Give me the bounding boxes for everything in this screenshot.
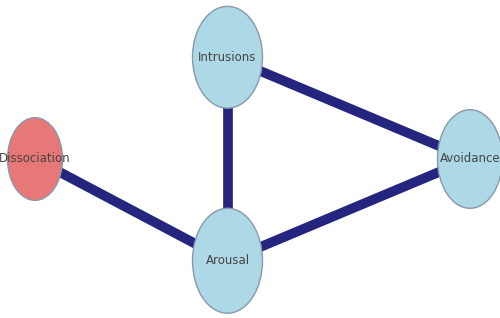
Ellipse shape xyxy=(192,208,262,313)
Text: Arousal: Arousal xyxy=(206,254,250,267)
Ellipse shape xyxy=(438,110,500,208)
Ellipse shape xyxy=(8,118,62,200)
Text: Dissociation: Dissociation xyxy=(0,153,71,165)
Text: Intrusions: Intrusions xyxy=(198,51,256,64)
Ellipse shape xyxy=(192,6,262,108)
Text: Avoidance: Avoidance xyxy=(440,153,500,165)
